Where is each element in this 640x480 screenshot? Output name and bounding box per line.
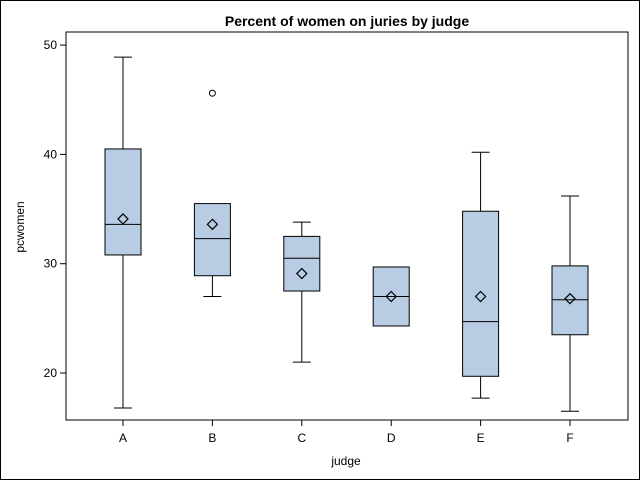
x-tick-label: B xyxy=(208,431,216,445)
x-tick-label: F xyxy=(566,431,573,445)
iqr-box xyxy=(104,148,142,256)
mean-marker xyxy=(295,267,308,280)
y-tick-label: 30 xyxy=(44,257,58,271)
outlier-point xyxy=(208,89,216,97)
mean-marker xyxy=(385,290,398,303)
x-axis-label: judge xyxy=(330,454,361,468)
x-tick-label: A xyxy=(119,431,127,445)
box-d xyxy=(372,266,410,327)
y-axis: 20 30 40 50 xyxy=(44,38,66,380)
y-tick-label: 40 xyxy=(44,147,58,161)
chart-title: Percent of women on juries by judge xyxy=(225,13,469,29)
box-e xyxy=(462,151,500,399)
iqr-box xyxy=(551,265,589,336)
x-tick-label: E xyxy=(477,431,485,445)
iqr-box xyxy=(283,235,321,292)
y-axis-label: pcwomen xyxy=(13,201,27,252)
mean-marker xyxy=(564,292,576,305)
iqr-box xyxy=(193,203,231,277)
y-tick-label: 50 xyxy=(44,38,58,52)
mean-marker xyxy=(117,213,129,225)
mean-marker xyxy=(474,290,487,303)
box-a xyxy=(104,56,142,409)
mean-marker xyxy=(206,218,219,231)
x-axis: A B C D E F xyxy=(119,420,574,445)
box-f xyxy=(551,195,589,412)
plot-area xyxy=(65,31,629,421)
x-tick-label: D xyxy=(387,431,396,445)
x-tick-label: C xyxy=(297,431,306,445)
box-b xyxy=(193,89,231,297)
box-c xyxy=(283,221,321,363)
y-tick-label: 20 xyxy=(44,366,58,380)
iqr-box xyxy=(462,210,500,377)
box-series xyxy=(104,56,589,412)
